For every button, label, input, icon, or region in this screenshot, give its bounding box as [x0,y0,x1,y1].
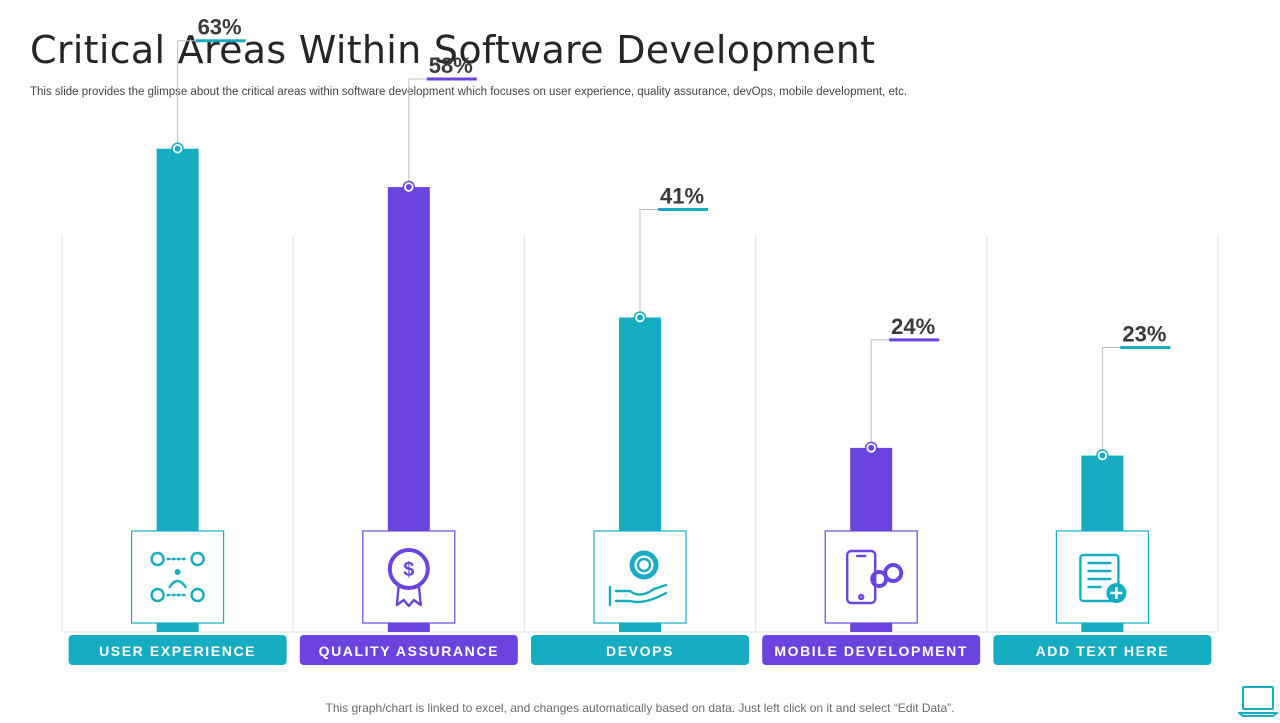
data-label: 23% [1122,322,1166,347]
page-title: Critical Areas Within Software Developme… [30,28,876,72]
bar-marker-core [1099,452,1106,459]
quality-badge-icon: $ [387,548,430,608]
footer-note: This graph/chart is linked to excel, and… [325,701,955,715]
category-label: MOBILE DEVELOPMENT [774,643,968,659]
bar-marker-core [868,444,875,451]
bar-marker-core [174,145,181,152]
category-label: ADD TEXT HERE [1036,643,1170,659]
leader-line [1101,347,1121,456]
devops-hand-gear-icon [608,550,668,607]
bar-marker-core [405,184,412,191]
leader-line [639,208,658,318]
category-label: QUALITY ASSURANCE [319,643,499,659]
bar-marker-core [637,314,643,321]
category-pill [762,635,981,665]
category-label: DEVOPS [606,643,674,659]
category-pill [531,635,749,665]
category-pill [68,635,287,665]
leader-line [870,339,890,448]
category-pill [993,635,1212,665]
data-label: 41% [660,183,704,208]
document-add-icon [1079,553,1127,603]
category-pill [299,635,518,665]
icon-box [1055,530,1150,624]
data-label: 24% [891,314,935,339]
data-label: 58% [429,53,473,78]
leader-line [408,78,427,188]
laptop-icon [1238,684,1278,723]
mobile-gears-icon [846,549,904,605]
svg-text:$: $ [403,559,414,581]
user-experience-icon [150,551,205,603]
icon-box [131,530,225,624]
icon-box [362,530,456,624]
leader-line [177,40,196,149]
bar-chart[interactable]: 63% USER EXPERIENCE 58% $ QUALITY ASSURANCE 4… [0,0,1280,700]
data-label: 63% [198,15,242,40]
category-label: USER EXPERIENCE [99,643,256,659]
page-subtitle: This slide provides the glimpse about th… [30,86,908,98]
